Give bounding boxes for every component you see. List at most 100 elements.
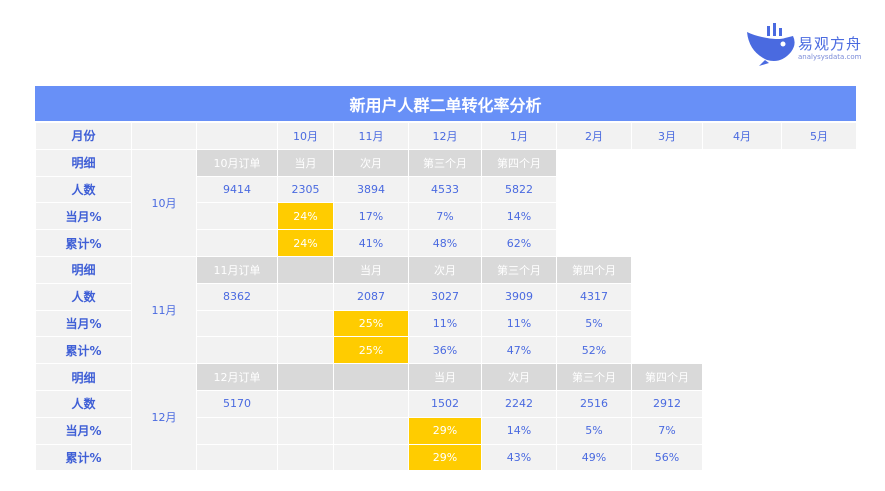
data-cell <box>278 283 333 310</box>
data-cell: 14% <box>482 203 556 230</box>
detail-header-cell: 10月订单 <box>197 149 277 176</box>
month-header-label: 月份 <box>36 123 131 149</box>
detail-header-cell <box>703 149 781 176</box>
data-cell <box>278 310 333 337</box>
detail-header-cell <box>703 364 781 390</box>
data-cell: 52% <box>557 337 631 364</box>
detail-header-cell <box>278 256 333 283</box>
data-cell: 14% <box>482 417 556 444</box>
data-cell <box>334 390 408 417</box>
detail-header-cell: 第四个月 <box>482 149 556 176</box>
group-month-label: 12月 <box>132 364 196 471</box>
data-cell: 3027 <box>409 283 481 310</box>
data-cell <box>703 444 781 471</box>
data-cell <box>557 176 631 203</box>
data-cell: 48% <box>409 230 481 256</box>
data-cell <box>703 417 781 444</box>
data-cell <box>632 176 702 203</box>
data-cell: 2242 <box>482 390 556 417</box>
data-cell: 24% <box>278 203 333 230</box>
data-cell <box>632 203 702 230</box>
detail-header-cell <box>632 149 702 176</box>
data-cell <box>703 390 781 417</box>
data-cell: 29% <box>409 444 481 471</box>
data-cell <box>703 203 781 230</box>
data-cell: 5% <box>557 417 631 444</box>
data-cell: 25% <box>334 337 408 364</box>
month-column-header: 2月 <box>557 123 631 149</box>
data-cell: 5170 <box>197 390 277 417</box>
conversion-table: 月份 10月 11月 12月 1月 2月 3月 4月 5月 明细 10月 10月订单 当月 次月 第三个月第… <box>35 122 857 471</box>
data-cell <box>278 337 333 364</box>
data-cell <box>278 390 333 417</box>
data-cell: 49% <box>557 444 631 471</box>
detail-header-cell: 次月 <box>482 364 556 390</box>
row-label: 人数 <box>36 390 131 417</box>
detail-header-cell: 当月 <box>278 149 333 176</box>
data-cell: 56% <box>632 444 702 471</box>
data-cell <box>197 230 277 256</box>
detail-header-cell <box>334 364 408 390</box>
row-label: 累计% <box>36 230 131 256</box>
data-cell <box>782 230 856 256</box>
data-cell <box>632 230 702 256</box>
data-cell <box>782 337 856 364</box>
detail-header-cell <box>782 256 856 283</box>
row-label: 当月% <box>36 310 131 337</box>
data-cell <box>197 337 277 364</box>
month-column-header: 4月 <box>703 123 781 149</box>
data-cell: 41% <box>334 230 408 256</box>
row-label: 累计% <box>36 337 131 364</box>
row-label: 人数 <box>36 283 131 310</box>
data-cell: 3894 <box>334 176 408 203</box>
detail-header-cell <box>782 149 856 176</box>
group-month-label: 10月 <box>132 149 196 256</box>
data-cell: 43% <box>482 444 556 471</box>
data-cell <box>334 444 408 471</box>
data-cell <box>278 417 333 444</box>
month-column-header: 3月 <box>632 123 702 149</box>
month-column-header: 12月 <box>409 123 481 149</box>
data-cell <box>782 390 856 417</box>
data-cell <box>782 203 856 230</box>
data-cell <box>632 283 702 310</box>
row-label: 当月% <box>36 203 131 230</box>
data-cell <box>782 310 856 337</box>
month-column-header <box>132 123 196 149</box>
month-column-header: 11月 <box>334 123 408 149</box>
data-cell: 3909 <box>482 283 556 310</box>
data-cell <box>197 310 277 337</box>
data-cell <box>557 203 631 230</box>
data-cell <box>782 176 856 203</box>
data-cell <box>197 417 277 444</box>
detail-header-cell <box>703 256 781 283</box>
data-cell <box>278 444 333 471</box>
detail-header-cell: 当月 <box>334 256 408 283</box>
row-label: 明细 <box>36 364 131 390</box>
data-cell: 29% <box>409 417 481 444</box>
data-cell: 11% <box>409 310 481 337</box>
data-cell: 25% <box>334 310 408 337</box>
page-title: 新用户人群二单转化率分析 <box>35 86 856 121</box>
data-cell: 11% <box>482 310 556 337</box>
data-cell <box>703 230 781 256</box>
group-month-label: 11月 <box>132 256 196 364</box>
row-label: 人数 <box>36 176 131 203</box>
data-cell: 1502 <box>409 390 481 417</box>
detail-header-cell: 第三个月 <box>482 256 556 283</box>
data-cell <box>703 176 781 203</box>
data-cell: 5% <box>557 310 631 337</box>
data-cell: 17% <box>334 203 408 230</box>
detail-header-cell: 11月订单 <box>197 256 277 283</box>
row-label: 明细 <box>36 256 131 283</box>
data-cell <box>703 283 781 310</box>
detail-header-cell: 第四个月 <box>557 256 631 283</box>
month-column-header: 10月 <box>278 123 333 149</box>
data-cell: 2087 <box>334 283 408 310</box>
data-cell: 5822 <box>482 176 556 203</box>
data-cell: 8362 <box>197 283 277 310</box>
detail-header-cell: 次月 <box>409 256 481 283</box>
row-label: 累计% <box>36 444 131 471</box>
data-cell: 9414 <box>197 176 277 203</box>
data-cell: 7% <box>409 203 481 230</box>
